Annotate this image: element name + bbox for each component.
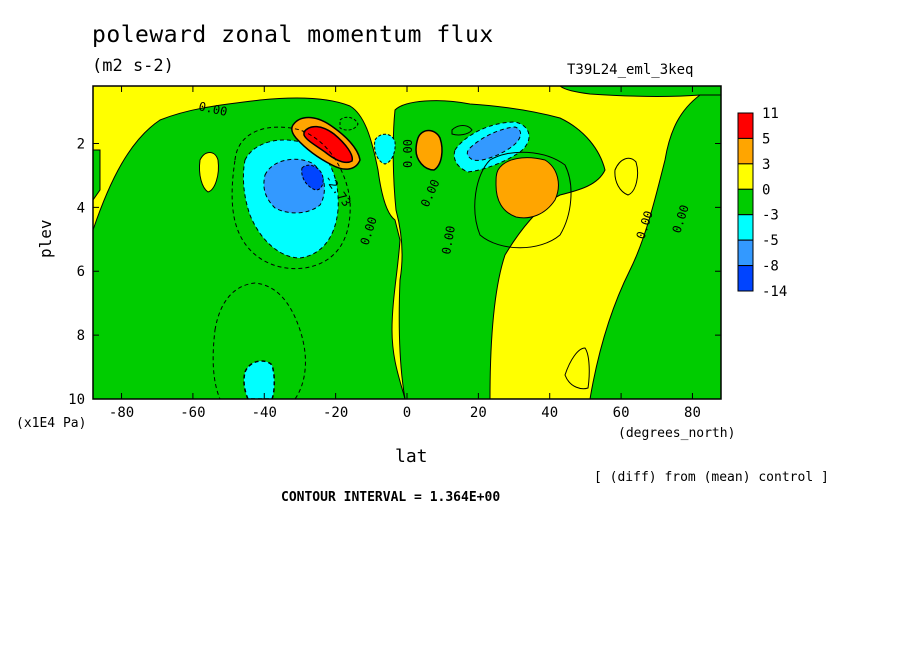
colorbar-swatch — [737, 239, 754, 267]
x-tick-label: -60 — [180, 405, 205, 421]
field-green-top — [559, 86, 721, 98]
comparison-note: [ (diff) from (mean) control ] — [594, 470, 829, 485]
x-axis-label: lat — [395, 446, 428, 467]
x-tick-label: 0 — [403, 405, 411, 421]
colorbar: 11 5 3 0 -3 -5 -8 -14 — [737, 106, 787, 300]
chart-units: (m2 s-2) — [92, 56, 174, 76]
colorbar-swatch — [737, 112, 754, 139]
field-orange-east — [495, 157, 559, 219]
contour-line — [474, 151, 572, 249]
contour-line — [451, 125, 473, 136]
field-cyan-small — [374, 133, 396, 165]
x-tick-label: 60 — [613, 405, 630, 421]
colorbar-swatch — [737, 137, 754, 165]
y-tick-label: 10 — [68, 392, 85, 408]
y-axis-unit: (x1E4 Pa) — [16, 416, 87, 431]
y-tick-label: 2 — [77, 136, 85, 152]
field-orange-center — [415, 129, 443, 171]
colorbar-label: -8 — [762, 259, 779, 275]
x-tick-label: -40 — [252, 405, 277, 421]
contour-label: 0.00 — [439, 225, 458, 256]
run-id: T39L24_eml_3keq — [567, 62, 694, 78]
y-tick-label: 8 — [77, 328, 85, 344]
contour-line — [231, 126, 351, 270]
y-tick-label: 4 — [77, 200, 85, 216]
colorbar-label: -3 — [762, 208, 779, 224]
colorbar-label: -5 — [762, 233, 779, 249]
colorbar-label: 11 — [762, 106, 779, 122]
contour-line — [614, 157, 639, 196]
y-tick-label: 6 — [77, 264, 85, 280]
x-axis-unit: (degrees_north) — [618, 426, 736, 441]
colorbar-label: 5 — [762, 131, 770, 147]
field-green-east — [589, 94, 721, 399]
contour-interval: CONTOUR INTERVAL = 1.364E+00 — [281, 490, 501, 505]
colorbar-swatch — [737, 188, 754, 216]
contour-label: 0.00 — [197, 99, 228, 119]
x-tick-label: -20 — [323, 405, 348, 421]
colorbar-swatch — [737, 265, 754, 292]
contour-label: 0.00 — [401, 139, 415, 168]
chart-title: poleward zonal momentum flux — [92, 22, 494, 48]
field-red-max — [303, 125, 354, 164]
field-lightblue-east — [466, 126, 522, 161]
colorbar-label: 3 — [762, 157, 770, 173]
contour-line — [564, 347, 590, 390]
x-tick-label: 20 — [470, 405, 487, 421]
field-blue-core — [301, 164, 324, 191]
contour-line — [339, 116, 359, 131]
axes: -80 -60 -40 -20 0 20 40 60 80 2 4 6 8 10 — [68, 86, 721, 421]
contour-line — [212, 282, 306, 399]
colorbar-label: -14 — [762, 284, 787, 300]
contour-fields: 0.00 0.00 0.00 0.00 0.00 0.00 0.00 -2.73 — [93, 86, 721, 399]
field-green-edge — [93, 149, 101, 201]
x-tick-label: 40 — [541, 405, 558, 421]
x-tick-label: 80 — [684, 405, 701, 421]
colorbar-swatch — [737, 214, 754, 241]
colorbar-label: 0 — [762, 182, 770, 198]
colorbar-swatch — [737, 163, 754, 190]
field-yellow-blob — [199, 152, 219, 193]
field-cyan-south — [243, 360, 276, 399]
x-tick-label: -80 — [109, 405, 134, 421]
